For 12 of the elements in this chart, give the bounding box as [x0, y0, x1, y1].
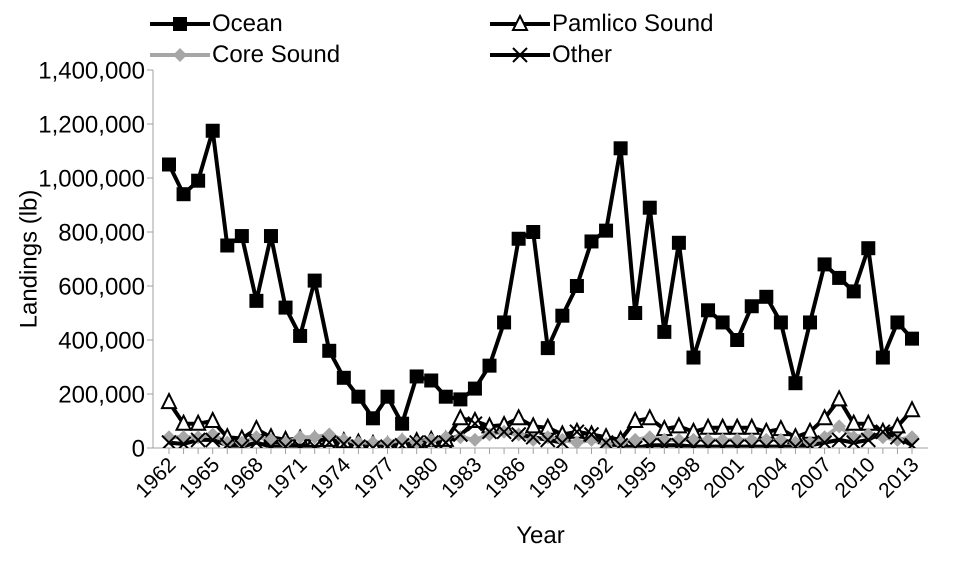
legend-label: Other	[552, 40, 612, 68]
legend-label: Pamlico Sound	[552, 10, 714, 38]
y-tick-label: 800,000	[58, 220, 145, 247]
y-tick-label: 200,000	[58, 382, 145, 409]
legend-label: Ocean	[212, 10, 283, 38]
y-tick-label: 0	[132, 436, 145, 463]
y-tick-label: 1,400,000	[38, 58, 145, 85]
legend-label: Core Sound	[212, 40, 340, 68]
x-axis-title: Year	[516, 522, 565, 549]
y-tick-label: 600,000	[58, 274, 145, 301]
y-tick-label: 1,200,000	[38, 112, 145, 139]
y-tick-label: 400,000	[58, 328, 145, 355]
